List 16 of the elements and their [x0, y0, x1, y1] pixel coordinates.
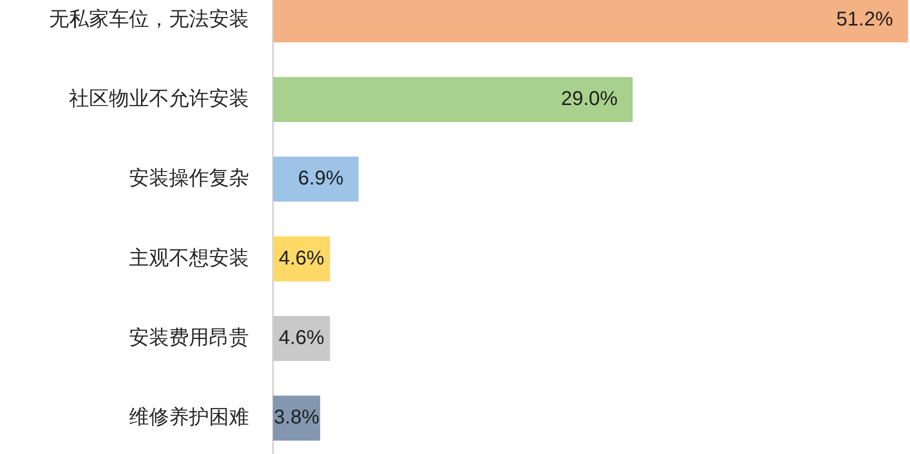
data-label: 3.8%	[274, 406, 320, 429]
data-label: 4.6%	[278, 247, 325, 270]
data-label: 6.9%	[298, 168, 344, 190]
bar	[273, 76, 633, 122]
bar	[273, 156, 359, 202]
data-label: 29.0%	[560, 88, 618, 110]
bar	[273, 236, 330, 282]
data-label: 4.6%	[278, 327, 325, 350]
y-tick-label: 无私家车位，无法安装	[49, 8, 249, 30]
bar	[273, 316, 330, 362]
y-tick-label: 维修养护困难	[129, 406, 249, 429]
y-tick-label: 主观不想安装	[129, 246, 249, 270]
y-tick-label: 安装操作复杂	[129, 168, 249, 190]
y-tick-label: 社区物业不允许安装	[69, 88, 249, 110]
data-label: 51.2%	[836, 8, 894, 30]
y-tick-label: 安装费用昂贵	[129, 327, 249, 350]
